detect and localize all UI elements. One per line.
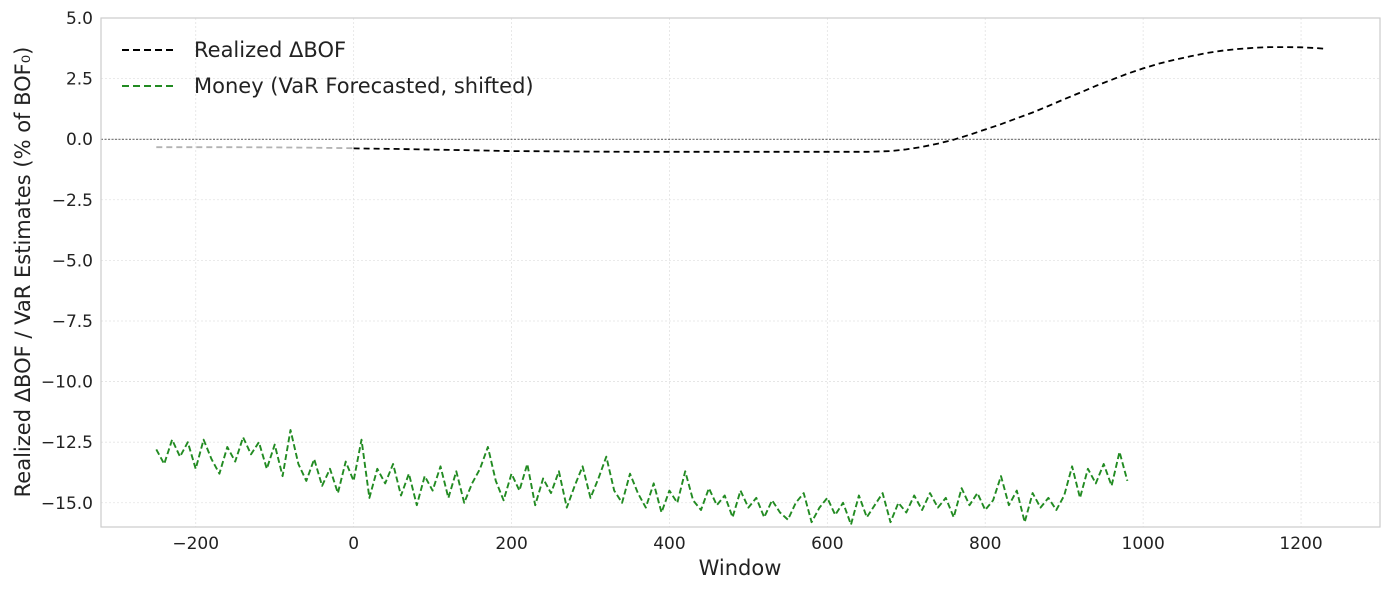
y-tick-label: 5.0	[66, 9, 93, 29]
plot-frame	[100, 17, 1381, 528]
y-tick-label: −2.5	[52, 191, 93, 211]
y-tick-label: −12.5	[41, 433, 93, 453]
y-tick-label: −7.5	[52, 312, 93, 332]
x-tick-label: 0	[348, 534, 359, 554]
x-tick-labels: −200 0 200 400 600 800 1000 1200	[172, 534, 1322, 554]
y-axis-title: Realized ΔBOF / VaR Estimates (% of BOF₀…	[11, 47, 35, 498]
series-line-history	[156, 146, 354, 150]
series-line-realized	[353, 46, 1325, 153]
y-tick-label: −10.0	[41, 373, 93, 393]
y-tick-label: 0.0	[66, 130, 93, 150]
series-line-money	[155, 429, 1129, 526]
x-axis-title: Window	[699, 556, 782, 580]
x-tick-label: 1000	[1122, 534, 1165, 554]
y-tick-label: 2.5	[66, 70, 93, 90]
series-layer	[155, 46, 1325, 526]
y-tick-labels: 5.0 2.5 0.0 −2.5 −5.0 −7.5 −10.0 −12.5 −15.0	[41, 9, 93, 514]
x-tick-label: 800	[969, 534, 1001, 554]
y-tick-label: −5.0	[52, 251, 93, 271]
x-tick-label: 600	[811, 534, 843, 554]
legend-label-money: Money (VaR Forecasted, shifted)	[194, 74, 534, 98]
x-tick-label: 1200	[1279, 534, 1322, 554]
legend: Realized ΔBOF Money (VaR Forecasted, shi…	[122, 38, 534, 98]
x-tick-label: 200	[495, 534, 527, 554]
y-tick-label: −15.0	[41, 494, 93, 514]
x-tick-label: 400	[653, 534, 685, 554]
legend-label-realized: Realized ΔBOF	[194, 38, 346, 62]
x-tick-label: −200	[172, 534, 219, 554]
